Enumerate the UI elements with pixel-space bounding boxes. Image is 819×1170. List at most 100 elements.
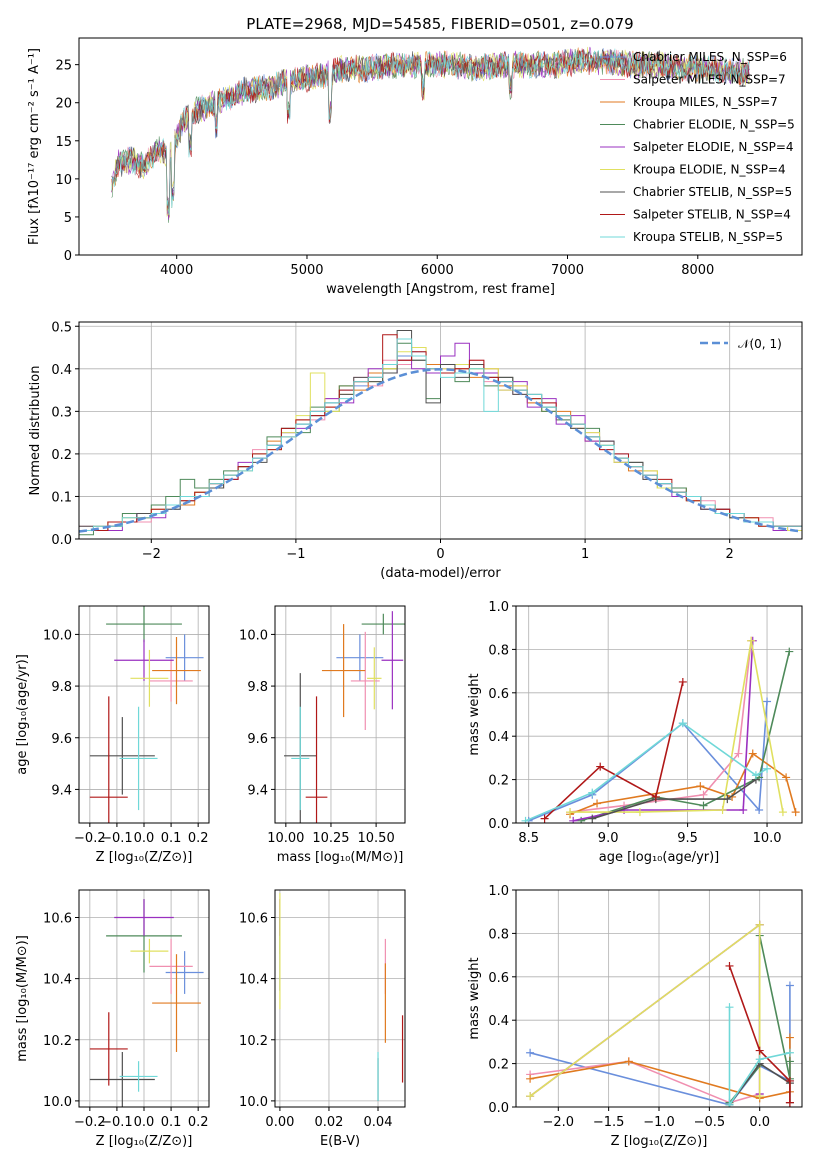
weight-vs-age-panel: 8.5 9.0 9.5 10.0 0.0 0.2 0.4 0.6 0.8 1.0 age [log₁… [467, 600, 803, 865]
y-tick-label: 10.0 [239, 1095, 268, 1110]
x-tick-label: 0.04 [364, 1115, 393, 1130]
plot-area [89, 606, 204, 823]
x-tick-label: 2 [726, 547, 734, 562]
weight-series-line [569, 640, 752, 813]
weight-point-marker [678, 719, 687, 728]
x-tick-label: 5000 [290, 263, 323, 278]
weight-point-marker [785, 981, 794, 990]
axes-frame [515, 605, 803, 824]
x-axis-label: (data-model)/error [380, 566, 501, 581]
y-tick-label: 0.2 [488, 1058, 509, 1073]
x-tick-label: −1.5 [593, 1115, 625, 1130]
weight-point-marker [725, 961, 734, 970]
weight-point-marker [725, 1100, 734, 1107]
plot-area [89, 899, 204, 1107]
y-axis-label: age [log₁₀(age/yr)] [15, 654, 30, 775]
y-tick-label: 9.6 [247, 732, 268, 747]
y-tick-label: 0.6 [488, 971, 509, 986]
weight-point-marker [755, 1055, 764, 1064]
weight-vs-metallicity-panel: −2.0 −1.5 −1.0 −0.5 0.0 0.0 0.2 0.4 0.6 0.8 1.0 Z [… [467, 884, 803, 1149]
x-tick-label: 4000 [160, 263, 193, 278]
y-tick-label: 0.5 [51, 320, 72, 335]
y-tick-label: 9.6 [51, 732, 72, 747]
x-tick-label: 0 [436, 547, 444, 562]
x-tick-label: 0.0 [134, 1115, 155, 1130]
y-tick-label: 1.0 [488, 600, 509, 615]
y-tick-label: 10 [55, 173, 72, 188]
axes-frame [78, 37, 803, 256]
weight-point-marker [755, 1092, 764, 1101]
x-tick-label: −1.0 [643, 1115, 675, 1130]
legend-label: Chabrier STELIB, N_SSP=5 [633, 185, 792, 199]
x-axis-label: age [log₁₀(age/yr)] [599, 850, 720, 865]
residual-histogram-panel: 𝒩(0, 1) −2 −1 0 1 2 0.0 0.1 0.2 0.3 0.4 0.5 (data-mo… [28, 320, 803, 581]
y-tick-label: 10.2 [239, 1034, 268, 1049]
legend-label: Salpeter STELIB, N_SSP=4 [633, 208, 791, 222]
y-axis-label: mass [log₁₀(M/M⊙)] [15, 935, 30, 1062]
weight-point-marker [718, 805, 727, 814]
y-tick-label: 5 [64, 211, 72, 226]
age-vs-mass-panel: 10.00 10.25 10.50 9.4 9.6 9.8 10.0 mass [log₁₀(… [239, 605, 406, 865]
x-tick-label: 10.25 [312, 831, 349, 846]
plot-area [279, 893, 404, 1101]
y-tick-label: 0.8 [488, 643, 509, 658]
x-axis-label: Z [log₁₀(Z/Z⊙)] [96, 850, 193, 865]
legend-label: Kroupa ELODIE, N_SSP=4 [633, 163, 786, 177]
x-tick-label: −0.1 [101, 831, 133, 846]
weight-point-marker [747, 636, 756, 645]
y-axis-label: mass weight [467, 957, 482, 1039]
weight-point-marker [763, 764, 772, 773]
mass-vs-extinction-panel: 0.00 0.02 0.04 10.0 10.2 10.4 10.6 E(B-V) [239, 889, 406, 1149]
weight-point-marker [785, 1076, 794, 1085]
weight-point-marker [755, 920, 764, 929]
weight-point-marker [526, 1074, 535, 1083]
y-tick-label: 9.4 [51, 783, 72, 798]
weight-point-marker [739, 805, 748, 814]
mass-vs-metallicity-panel: −0.2−0.1 0.0 0.1 0.2 10.0 10.2 10.4 10.6 Z [log₁… [15, 889, 210, 1149]
x-axis-label: wavelength [Angstrom, rest frame] [326, 282, 555, 297]
x-tick-label: 8000 [681, 263, 714, 278]
weight-point-marker [569, 816, 578, 823]
weight-series-line [592, 778, 757, 820]
weight-point-marker [526, 1048, 535, 1057]
x-tick-label: 8.5 [518, 831, 539, 846]
weight-point-marker [521, 816, 530, 823]
age-vs-metallicity-panel: −0.2−0.1 0.0 0.1 0.2 9.4 9.6 9.8 10.0 Z [log₁₀(Z… [15, 605, 210, 865]
y-tick-label: 0.8 [488, 927, 509, 942]
legend-label: 𝒩(0, 1) [738, 337, 782, 351]
weight-series-line [728, 965, 791, 1103]
y-tick-label: 10.0 [43, 628, 72, 643]
x-tick-label: 6000 [421, 263, 454, 278]
x-tick-label: 0.02 [314, 1115, 343, 1130]
weight-point-marker [785, 1057, 794, 1066]
weight-point-marker [596, 762, 605, 771]
x-tick-label: −1 [286, 547, 305, 562]
weight-point-marker [696, 782, 705, 791]
plot-area [79, 330, 802, 536]
weight-point-marker [785, 647, 794, 656]
y-tick-label: 0 [64, 249, 72, 264]
weight-point-marker [785, 1048, 794, 1057]
y-tick-label: 9.4 [247, 783, 268, 798]
weight-point-marker [734, 749, 743, 758]
legend-label: Chabrier ELODIE, N_SSP=5 [633, 118, 795, 132]
y-tick-label: 0.1 [51, 490, 72, 505]
y-tick-label: 10.0 [239, 628, 268, 643]
x-axis-label: Z [log₁₀(Z/Z⊙)] [96, 1134, 193, 1149]
weight-point-marker [624, 1057, 633, 1066]
y-tick-label: 0.2 [488, 774, 509, 789]
weight-point-marker [635, 808, 644, 817]
weight-point-marker [526, 1092, 535, 1101]
legend-label: Kroupa MILES, N_SSP=7 [633, 95, 778, 109]
y-axis-label: Normed distribution [28, 366, 43, 496]
legend-label: Chabrier MILES, N_SSP=6 [633, 50, 787, 64]
y-tick-label: 0.3 [51, 405, 72, 420]
y-tick-label: 0.0 [488, 1101, 509, 1116]
y-tick-label: 25 [55, 59, 72, 74]
legend-label: Salpeter ELODIE, N_SSP=4 [633, 140, 794, 154]
x-axis-label: mass [log₁₀(M/M⊙)] [277, 850, 404, 865]
y-tick-label: 10.2 [43, 1034, 72, 1049]
y-tick-label: 9.8 [247, 680, 268, 695]
y-tick-label: 10.0 [43, 1095, 72, 1110]
x-tick-label: 7000 [551, 263, 584, 278]
